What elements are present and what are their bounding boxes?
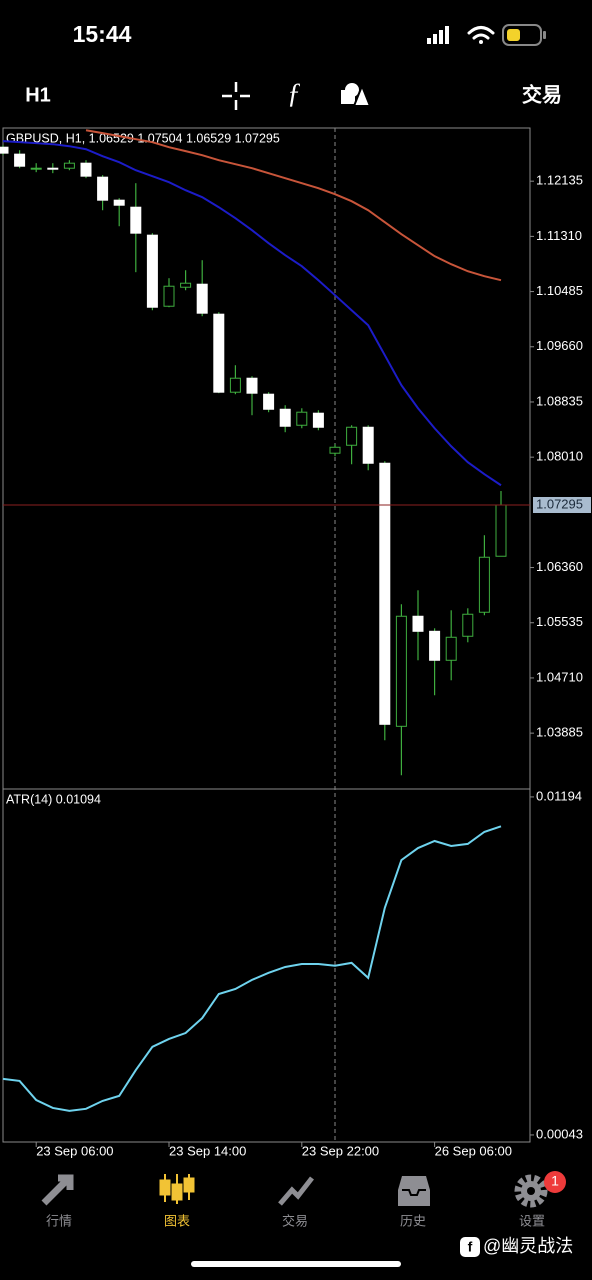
y-tick-label: 1.08835 [536, 393, 583, 408]
tab-trade[interactable]: 交易 [278, 1176, 314, 1228]
indicator-line [2, 825, 502, 1112]
tab-label: 行情 [46, 1213, 72, 1228]
candle-body [346, 426, 358, 446]
candle-body [180, 282, 192, 288]
atr-panel [2, 788, 531, 1143]
candle-body [113, 199, 125, 206]
candle-body [279, 408, 291, 427]
plots: 1.12135 1.11310 1.10485 1.09660 1.08835 1.080… [0, 129, 591, 1158]
x-tick-label: 26 Sep 06:00 [435, 1143, 512, 1158]
tab-quotes[interactable]: 行情 [41, 1174, 74, 1228]
candle-body [130, 206, 142, 234]
candle-body [462, 613, 474, 637]
battery-icon [502, 24, 546, 46]
tab-label: 图表 [164, 1213, 190, 1228]
watermark: f @幽灵战法 [460, 1236, 573, 1257]
y-tick-label: 0.00043 [536, 1126, 583, 1141]
candle-body [429, 630, 441, 661]
svg-text:f: f [468, 1239, 473, 1255]
tab-settings[interactable]: 设置 1 [514, 1171, 566, 1228]
candle-body [213, 313, 225, 393]
timeframe[interactable]: H1 [25, 84, 51, 106]
signal-icon [427, 26, 449, 44]
tab-history[interactable]: 历史 [398, 1176, 430, 1228]
y-tick-label: 1.03885 [536, 725, 583, 740]
y-tick-label: 1.09660 [536, 338, 583, 353]
candle-body [229, 377, 241, 393]
panel-title: ATR(14) 0.01094 [6, 792, 101, 806]
tab-label: 设置 [519, 1213, 545, 1228]
y-tick-label: 1.12135 [536, 173, 583, 188]
wifi-icon [467, 26, 495, 44]
x-tick-label: 23 Sep 14:00 [169, 1143, 246, 1158]
y-tick-label: 1.05535 [536, 614, 583, 629]
last-price-label: 1.07295 [536, 496, 583, 511]
candle-body [0, 146, 9, 154]
moving-average [85, 129, 502, 282]
candle-body [30, 167, 42, 170]
y-tick-label: 1.10485 [536, 283, 583, 298]
crosshair-button[interactable] [222, 82, 250, 110]
candle-body [80, 162, 92, 177]
candle-body [47, 167, 59, 170]
candle-body [312, 412, 324, 428]
x-tick-label: 23 Sep 22:00 [302, 1143, 379, 1158]
y-tick-label: 0.01194 [536, 788, 582, 803]
candle-body [329, 446, 341, 454]
candle-body [495, 504, 507, 557]
candle-body [445, 636, 457, 661]
watermark-text: @幽灵战法 [483, 1236, 573, 1256]
x-tick-label: 23 Sep 06:00 [36, 1143, 113, 1158]
moving-average [2, 140, 502, 487]
badge-count: 1 [551, 1173, 559, 1189]
panel-title: GBPUSD, H1, 1.06529 1.07504 1.06529 1.07… [6, 131, 280, 145]
indicator-button[interactable]: ƒ [287, 78, 301, 109]
tab-bar: 行情 图表 交易 历史 设置 1 [41, 1171, 566, 1228]
y-tick-label: 1.11310 [536, 228, 582, 243]
tab-label: 历史 [400, 1213, 426, 1228]
candle-body [296, 411, 308, 426]
candle-body [395, 615, 407, 727]
candle-body [379, 462, 391, 725]
candle-body [63, 162, 75, 169]
home-indicator [191, 1261, 401, 1267]
tab-label: 交易 [282, 1213, 308, 1228]
candle-body [263, 393, 275, 410]
badge [544, 1171, 566, 1193]
candle-body [163, 285, 175, 307]
clock: 15:44 [73, 21, 132, 47]
candle-body [97, 176, 109, 201]
candle-body [478, 556, 490, 613]
last-price-box [533, 496, 591, 513]
trade-button[interactable]: 交易 [522, 82, 562, 106]
candle-body [146, 234, 158, 308]
tab-chart[interactable]: 图表 [159, 1174, 195, 1228]
candle-body [196, 283, 208, 314]
candle-body [14, 153, 26, 167]
candle-body [362, 426, 374, 464]
y-tick-label: 1.06360 [536, 559, 583, 574]
candle-body [246, 377, 258, 394]
y-tick-label: 1.04710 [536, 669, 583, 684]
y-tick-label: 1.08010 [536, 449, 583, 464]
objects-button[interactable] [341, 83, 372, 107]
candle-body [412, 615, 424, 632]
main-panel [2, 127, 531, 790]
